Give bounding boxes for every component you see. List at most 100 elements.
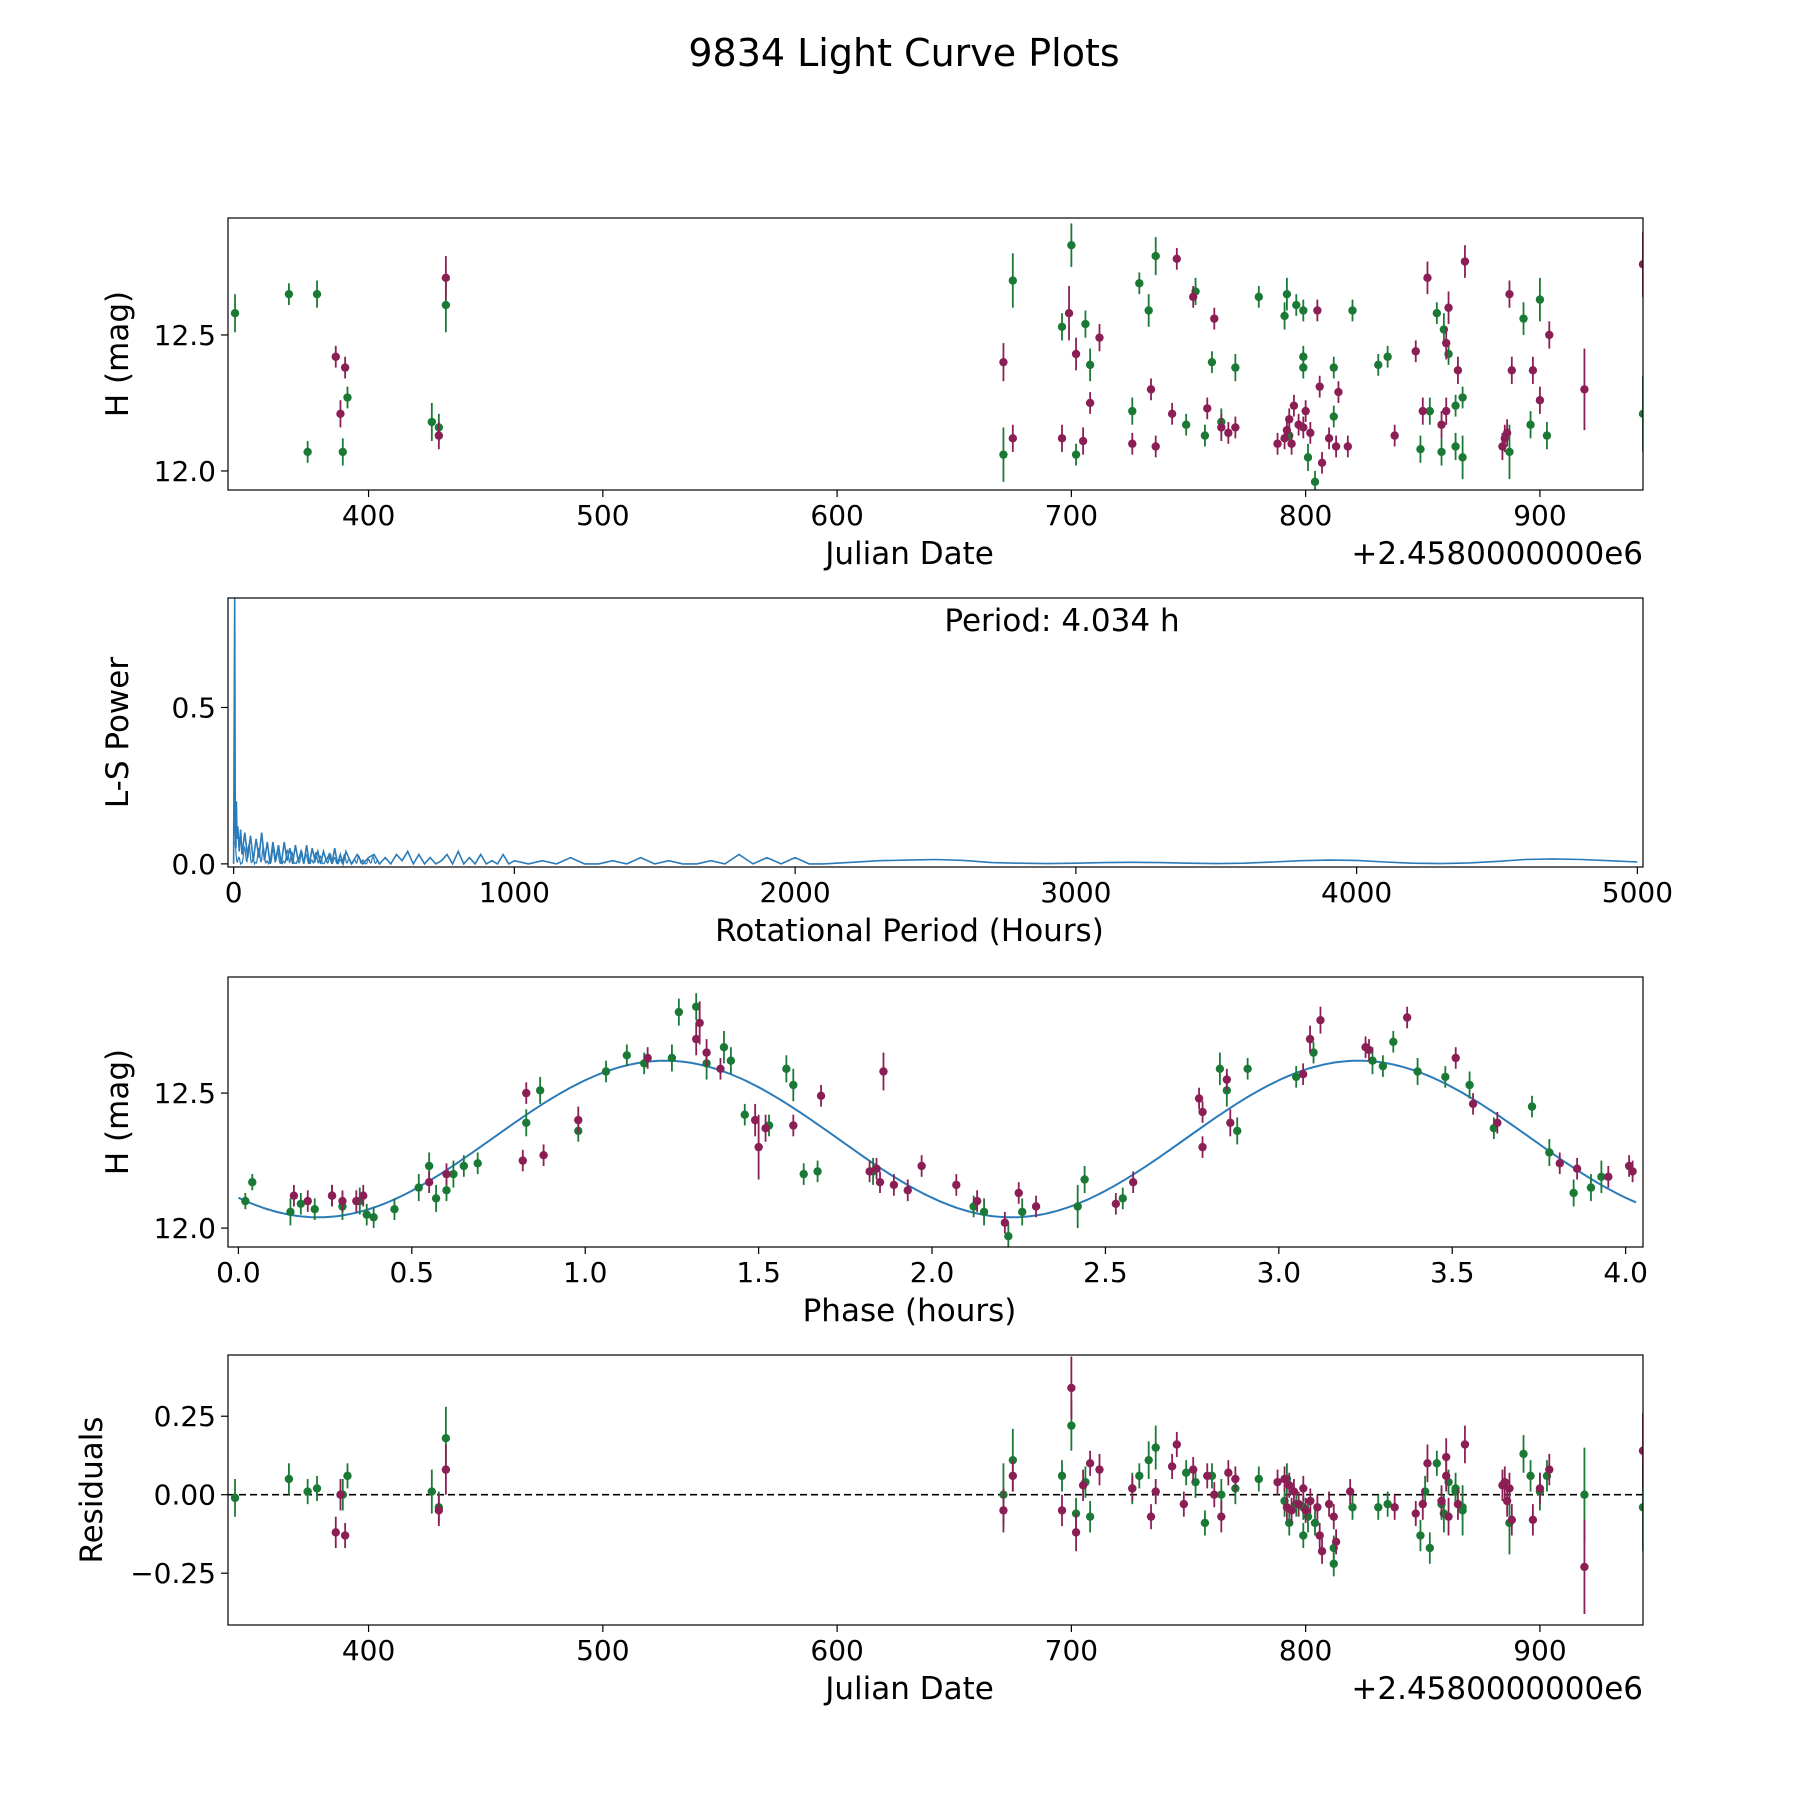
data-point (1085, 1512, 1095, 1521)
data-point (343, 1471, 352, 1481)
data-point (1306, 1496, 1315, 1506)
data-point (1423, 273, 1432, 283)
data-point (1442, 1452, 1451, 1462)
data-point (1545, 330, 1554, 340)
data-point (1555, 1159, 1564, 1168)
data-point (1597, 1172, 1606, 1182)
data-point (872, 1164, 881, 1173)
data-point (1586, 1183, 1596, 1192)
data-point (1343, 442, 1353, 451)
data-point (230, 309, 240, 318)
data-point (1073, 1202, 1082, 1211)
data-point (424, 1161, 434, 1171)
data-point (1411, 347, 1420, 356)
data-point (1413, 1067, 1422, 1076)
data-point (1378, 1061, 1388, 1071)
data-point (1172, 254, 1181, 263)
data-point (1181, 420, 1191, 429)
x-axis-label: Julian Date (823, 1671, 994, 1707)
series-green (230, 1400, 1643, 1577)
data-point (1151, 1443, 1160, 1452)
data-point (359, 1191, 368, 1200)
data-point (1292, 300, 1301, 310)
periodogram-plot-area (232, 598, 1638, 867)
data-point (1203, 1471, 1212, 1481)
data-point (1402, 1013, 1412, 1022)
data-point (1298, 1070, 1308, 1079)
data-point (799, 1169, 808, 1179)
data-point (1468, 1099, 1478, 1109)
data-point (1317, 458, 1327, 467)
x-tick-label: 500 (576, 499, 629, 532)
data-point (1317, 1547, 1327, 1556)
data-point (434, 1506, 444, 1515)
data-point (889, 1180, 899, 1190)
data-point (427, 1487, 437, 1496)
data-point (816, 1091, 826, 1101)
data-point (574, 1115, 583, 1125)
data-point (424, 1178, 434, 1187)
data-point (1217, 1512, 1226, 1521)
data-point (1545, 1148, 1554, 1157)
data-point (1453, 1499, 1463, 1509)
data-point (459, 1161, 469, 1171)
data-point (1526, 420, 1535, 429)
data-point (1502, 428, 1512, 438)
data-point (338, 447, 347, 457)
data-point (1215, 1064, 1225, 1074)
data-point (1383, 1499, 1392, 1509)
lightcurve-frame (227, 217, 1644, 491)
x-axis-label: Rotational Period (Hours) (715, 913, 1104, 949)
data-point (1505, 289, 1514, 299)
data-point (789, 1121, 798, 1130)
data-point (1390, 431, 1399, 440)
data-point (1280, 311, 1289, 321)
x-tick-label: 4000 (1321, 876, 1392, 909)
data-point (1331, 442, 1341, 451)
data-point (1299, 1531, 1308, 1540)
fit-curve (237, 1059, 1637, 1219)
x-tick-label: 2.0 (910, 1256, 955, 1289)
data-point (312, 289, 322, 299)
data-point (338, 1196, 347, 1206)
data-point (1299, 306, 1308, 315)
x-tick-label: 900 (1513, 499, 1566, 532)
x-tick-label: 400 (342, 499, 395, 532)
x-tick-label: 500 (576, 1634, 629, 1667)
data-point (1095, 333, 1104, 342)
data-point (1437, 447, 1446, 457)
data-point (1085, 1459, 1095, 1468)
data-point (1493, 1118, 1502, 1128)
panels: 400 500 600 700 800 900 12.0 12.5 Julian Date H (… (74, 217, 1673, 1707)
data-point (1254, 292, 1263, 302)
data-point (1067, 1421, 1076, 1430)
data-point (999, 357, 1008, 367)
data-point (248, 1178, 257, 1187)
data-point (1460, 257, 1470, 266)
data-point (303, 1196, 312, 1206)
data-point (1135, 1471, 1144, 1481)
data-point (1444, 1512, 1453, 1521)
data-point (1329, 363, 1338, 372)
data-point (340, 363, 350, 372)
data-point (917, 1161, 926, 1171)
data-point (1057, 434, 1067, 443)
data-point (441, 273, 451, 283)
data-point (522, 1118, 531, 1128)
x-offset-label: +2.4580000000e6 (1351, 536, 1643, 572)
series-green (230, 223, 1643, 490)
data-point (754, 1142, 763, 1152)
series-magenta (331, 1356, 1643, 1615)
data-point (1081, 319, 1090, 329)
data-point (1451, 442, 1460, 451)
data-point (1569, 1188, 1578, 1198)
data-point (1287, 439, 1296, 448)
x-axis-label: Julian Date (823, 536, 994, 572)
data-point (414, 1183, 423, 1192)
lightcurve-plot-area (230, 223, 1643, 490)
data-point (1374, 1503, 1383, 1512)
data-point (1078, 1481, 1088, 1490)
panel-lightcurve: 400 500 600 700 800 900 12.0 12.5 Julian Date H (… (100, 217, 1644, 572)
data-point (1505, 1484, 1514, 1493)
periodogram-frame (227, 597, 1644, 868)
